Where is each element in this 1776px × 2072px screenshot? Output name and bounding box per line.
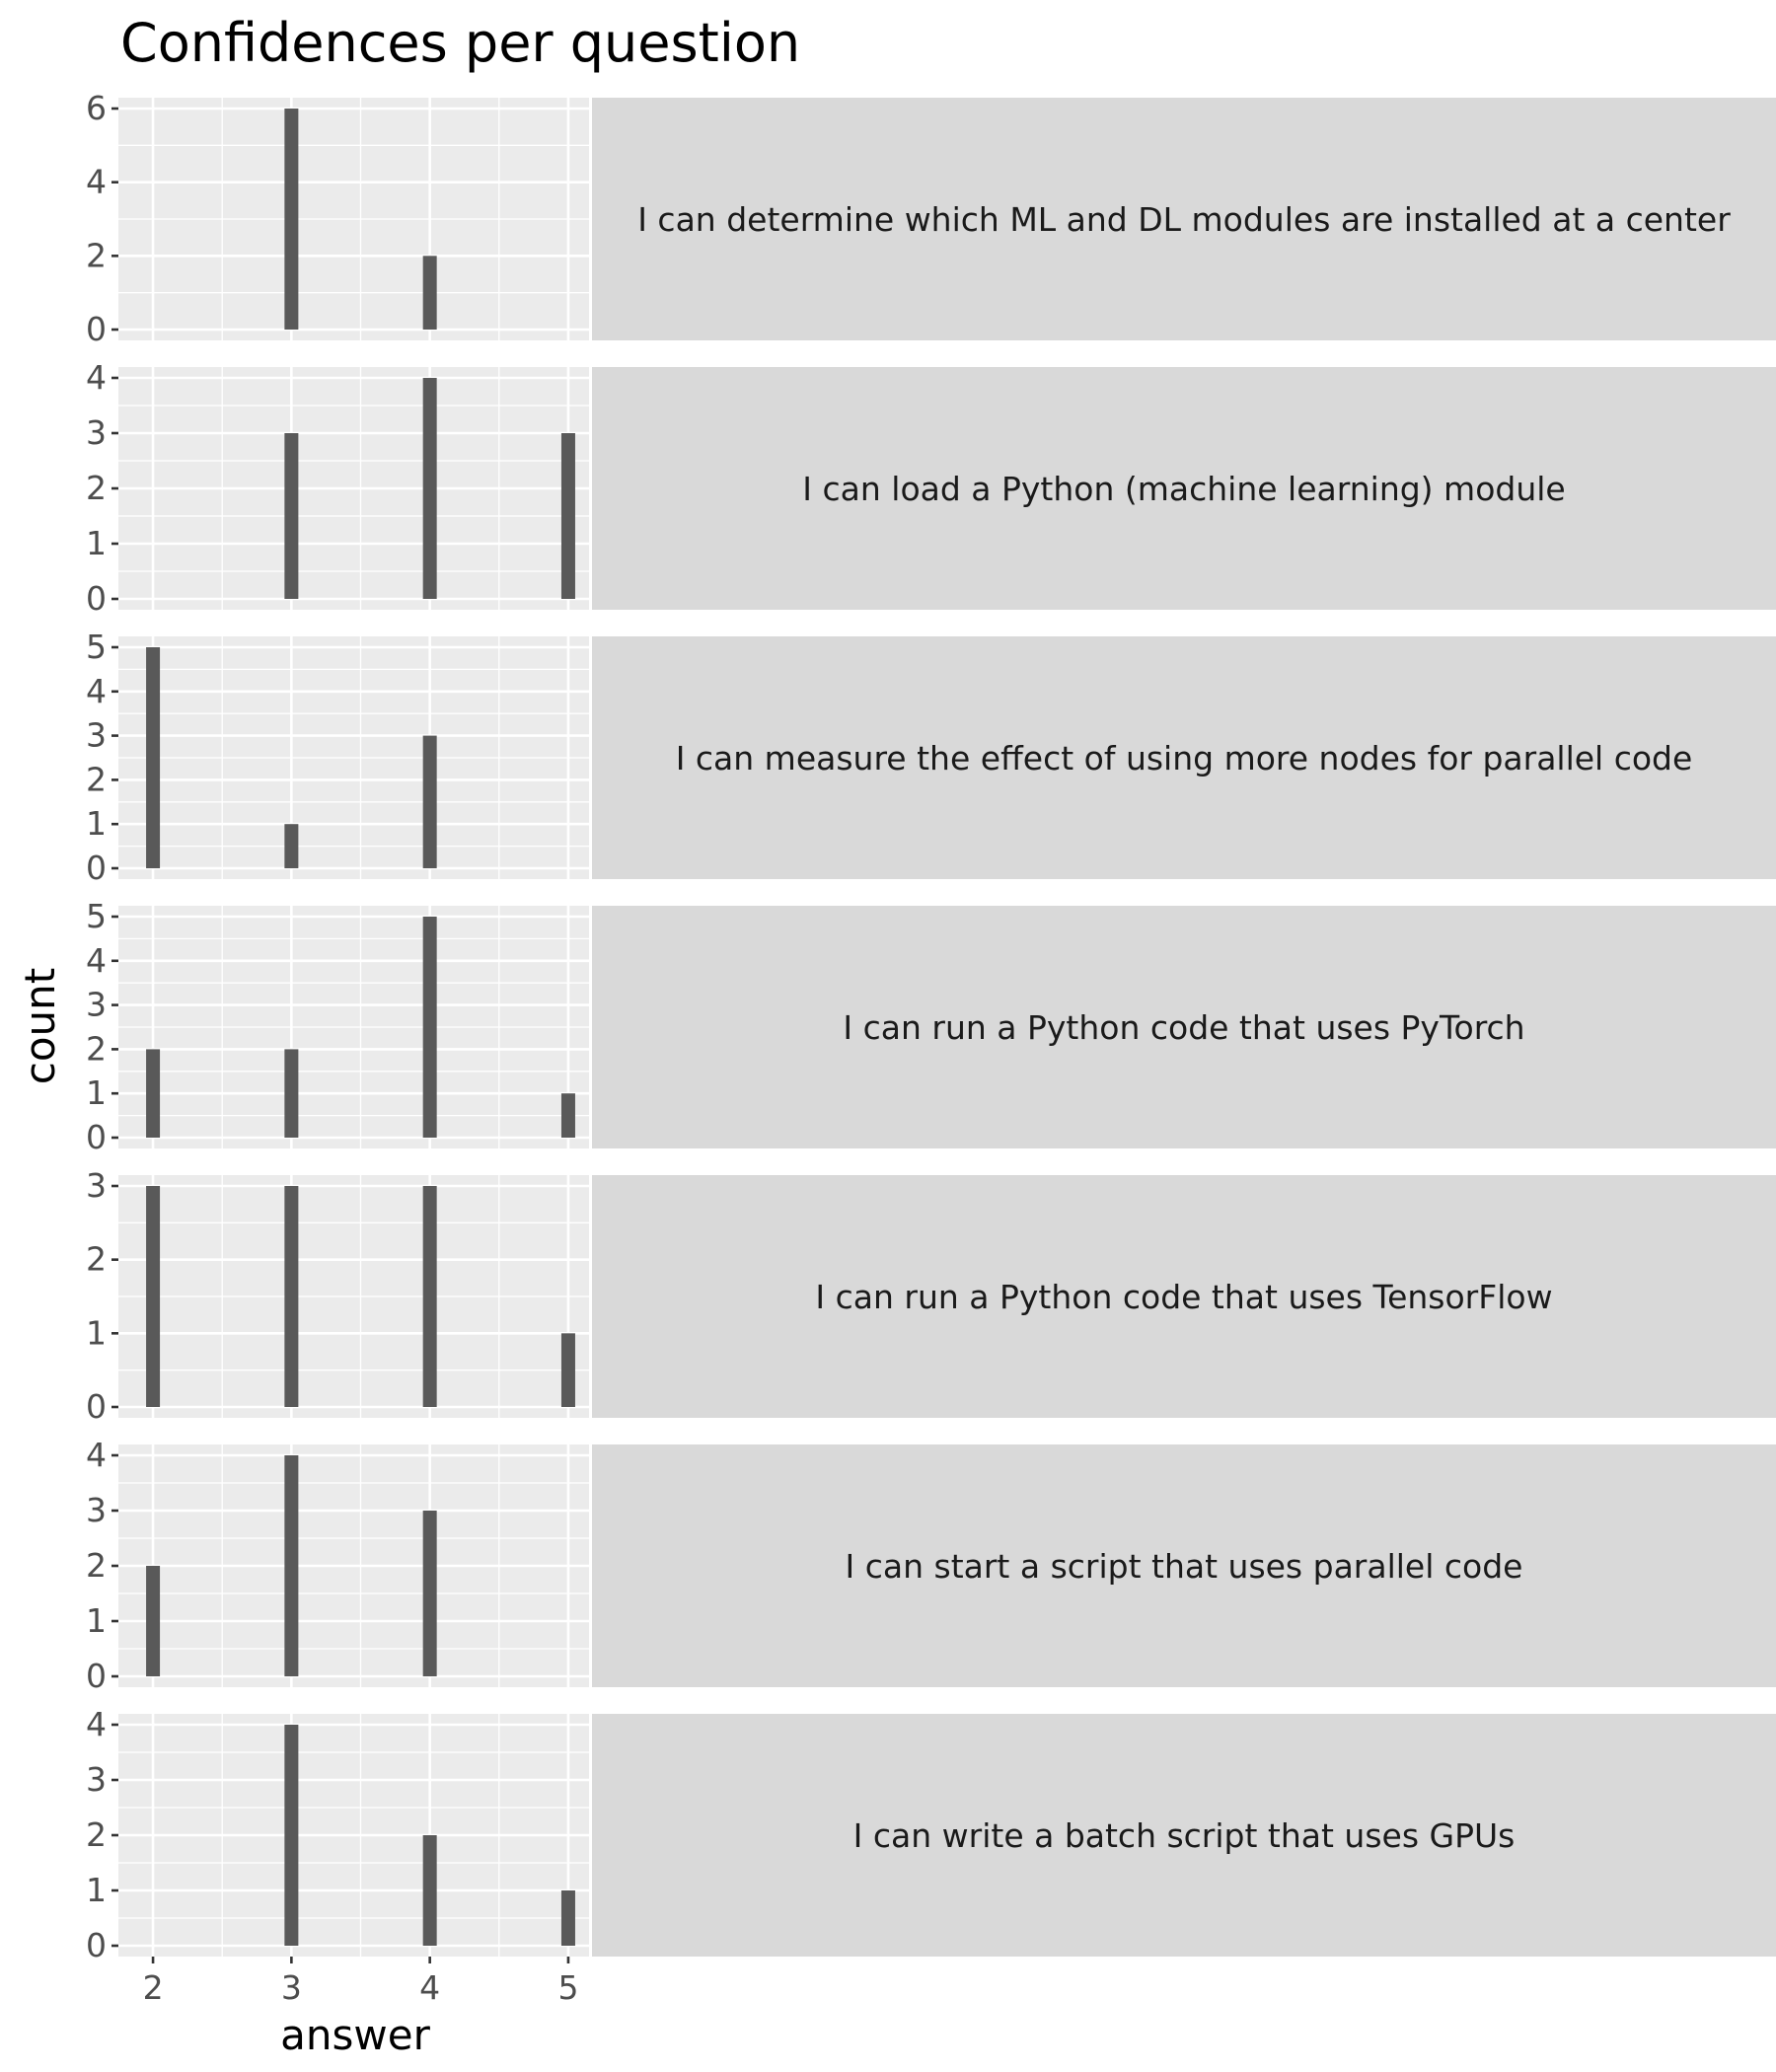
bar	[284, 109, 299, 330]
facet-strip	[592, 1444, 1776, 1687]
bar	[422, 378, 437, 599]
facet-panel: 0 1 2 3 4 I can start a script that uses para…	[86, 1436, 1776, 1695]
y-tick-label: 5	[86, 628, 107, 666]
facet-strip-label: I can write a batch script that uses GPU…	[853, 1816, 1516, 1855]
bar	[284, 1186, 299, 1407]
y-tick-label: 1	[86, 804, 107, 843]
facet-panel: 0 1 2 3 4 5 I can run a Python code that uses …	[86, 897, 1776, 1156]
y-tick-label: 6	[86, 89, 107, 127]
y-tick-label: 2	[86, 760, 107, 798]
facet-panel: 0 1 2 3 I can run a Python code that uses Te…	[86, 1166, 1776, 1426]
facet-strip	[592, 1714, 1776, 1957]
y-tick-label: 5	[86, 897, 107, 935]
y-tick-label: 1	[86, 524, 107, 562]
facet-strip-label: I can run a Python code that uses Tensor…	[815, 1278, 1552, 1316]
facet-panel: 0 1 2 3 4 5 I can measure the effect of using …	[86, 628, 1776, 887]
y-tick-label: 2	[86, 469, 107, 507]
x-tick-label: 2	[143, 1968, 164, 2007]
y-tick-label: 0	[86, 579, 107, 618]
y-tick-label: 0	[86, 849, 107, 887]
y-tick-label: 2	[86, 1029, 107, 1068]
bar	[422, 735, 437, 868]
y-tick-label: 4	[86, 941, 107, 980]
y-axis-title: count	[16, 968, 64, 1085]
facet-strip-label: I can run a Python code that uses PyTorc…	[843, 1008, 1524, 1047]
bar	[560, 1890, 575, 1946]
bar	[422, 256, 437, 330]
facet-panel: 0 1 2 3 4 I can write a batch script that use…	[86, 1705, 1776, 1964]
y-tick-label: 3	[86, 986, 107, 1024]
y-tick-label: 0	[86, 1657, 107, 1695]
bar	[422, 1511, 437, 1676]
bar	[422, 1186, 437, 1407]
facet-panel: 0 2 4 6 I can determine which ML and DL modu…	[86, 89, 1776, 348]
bar	[284, 1725, 299, 1946]
bar	[284, 824, 299, 868]
chart-title: Confidences per question	[120, 12, 800, 74]
bar	[422, 1835, 437, 1946]
y-tick-label: 2	[86, 1815, 107, 1854]
y-tick-label: 3	[86, 1166, 107, 1205]
x-axis: 2 3 4 5	[143, 1957, 578, 2007]
y-tick-label: 4	[86, 163, 107, 201]
y-tick-label: 2	[86, 1546, 107, 1585]
y-tick-label: 3	[86, 1491, 107, 1529]
y-tick-label: 0	[86, 1926, 107, 1964]
bar	[284, 433, 299, 599]
bar	[146, 647, 161, 868]
y-tick-label: 2	[86, 1240, 107, 1279]
y-tick-label: 3	[86, 716, 107, 755]
facet-strip-label: I can measure the effect of using more n…	[676, 739, 1693, 777]
facet-strip	[592, 906, 1776, 1148]
y-tick-label: 0	[86, 1387, 107, 1426]
y-tick-label: 4	[86, 1436, 107, 1474]
bar	[422, 917, 437, 1138]
bar	[284, 1455, 299, 1676]
facets: 0 2 4 6 I can determine which ML and DL modu…	[86, 89, 1776, 1964]
y-tick-label: 1	[86, 1601, 107, 1640]
x-tick-label: 5	[557, 1968, 578, 2007]
y-tick-label: 2	[86, 236, 107, 274]
y-tick-label: 3	[86, 413, 107, 452]
y-tick-label: 0	[86, 310, 107, 348]
facet-strip-label: I can load a Python (machine learning) m…	[802, 470, 1565, 508]
facet-strip	[592, 636, 1776, 879]
facet-strip	[592, 98, 1776, 340]
x-tick-label: 4	[419, 1968, 440, 2007]
bar	[284, 1049, 299, 1138]
y-tick-label: 3	[86, 1760, 107, 1799]
bar	[146, 1566, 161, 1676]
bar	[560, 433, 575, 599]
y-tick-label: 4	[86, 358, 107, 397]
x-axis-title: answer	[280, 2011, 430, 2059]
facet-strip-label: I can determine which ML and DL modules …	[637, 200, 1731, 239]
y-tick-label: 1	[86, 1871, 107, 1909]
y-tick-label: 0	[86, 1118, 107, 1156]
bar	[146, 1186, 161, 1407]
facet-strip-label: I can start a script that uses parallel …	[846, 1547, 1523, 1586]
facet-panel: 0 1 2 3 4 I can load a Python (machine learni…	[86, 358, 1776, 618]
y-tick-label: 1	[86, 1313, 107, 1352]
y-tick-label: 4	[86, 1705, 107, 1743]
bar	[146, 1049, 161, 1138]
x-tick-label: 3	[281, 1968, 302, 2007]
facet-strip	[592, 367, 1776, 610]
bar	[560, 1093, 575, 1138]
y-tick-label: 4	[86, 672, 107, 710]
bar	[560, 1333, 575, 1407]
y-tick-label: 1	[86, 1073, 107, 1112]
facet-strip	[592, 1175, 1776, 1418]
